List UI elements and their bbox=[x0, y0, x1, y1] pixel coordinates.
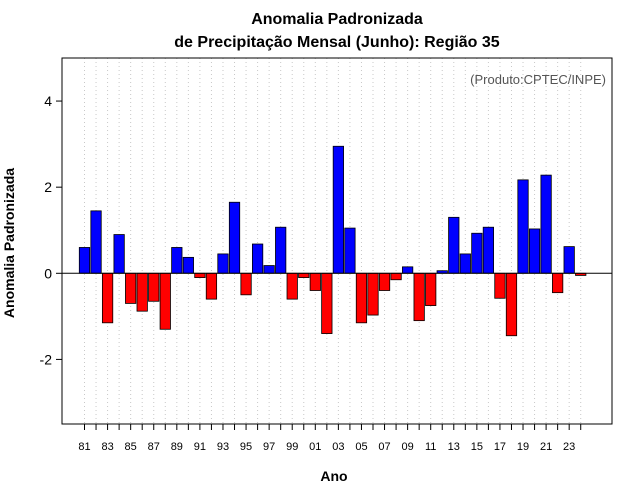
bar-1993 bbox=[217, 253, 229, 274]
x-tick-label: 01 bbox=[309, 441, 321, 453]
bar-2006 bbox=[367, 272, 379, 316]
y-tick-label: 4 bbox=[44, 93, 52, 109]
chart-title-line1: Anomalia Padronizada bbox=[251, 11, 423, 28]
y-axis: -2 0 2 4 bbox=[40, 93, 62, 367]
bar-1985 bbox=[125, 272, 137, 304]
y-tick-label: 2 bbox=[44, 179, 52, 195]
x-tick-label: 83 bbox=[101, 441, 113, 453]
bar-2015 bbox=[471, 232, 483, 274]
x-tick-label: 89 bbox=[171, 441, 183, 453]
x-tick-label: 93 bbox=[217, 441, 229, 453]
bar-2003 bbox=[332, 145, 344, 274]
x-tick-label: 99 bbox=[286, 441, 298, 453]
bar-1986 bbox=[136, 272, 148, 312]
x-axis-title: Ano bbox=[320, 468, 347, 484]
chart-title-line2: de Precipitação Mensal (Junho): Região 3… bbox=[174, 34, 500, 51]
bar-2019 bbox=[517, 179, 529, 274]
y-tick-label: 0 bbox=[44, 265, 52, 281]
bar-1982 bbox=[90, 210, 102, 274]
x-tick-label: 17 bbox=[494, 441, 506, 453]
x-tick-label: 11 bbox=[425, 441, 436, 453]
bar-2010 bbox=[413, 272, 425, 322]
x-tick-label: 23 bbox=[563, 441, 575, 453]
x-tick-label: 21 bbox=[540, 441, 552, 453]
bar-2016 bbox=[482, 226, 495, 274]
bar-2008 bbox=[390, 272, 402, 281]
bar-1984 bbox=[113, 234, 125, 274]
bar-1983 bbox=[101, 272, 114, 324]
bar-2023 bbox=[563, 246, 575, 274]
bar-1997 bbox=[263, 265, 275, 274]
bar-2005 bbox=[355, 272, 368, 324]
bar-2020 bbox=[528, 228, 541, 274]
x-tick-label: 85 bbox=[125, 441, 137, 453]
bar-1996 bbox=[251, 243, 264, 274]
bar-1998 bbox=[275, 226, 287, 274]
bar-2004 bbox=[344, 227, 356, 274]
x-axis: 81 83 85 87 89 91 93 95 97 99 01 03 05 07 09 11 13 15 17 19… bbox=[78, 424, 582, 453]
bar-2011 bbox=[425, 272, 437, 306]
x-tick-label: 19 bbox=[517, 441, 529, 453]
y-axis-title: Anomalia Padronizada bbox=[1, 168, 17, 318]
x-tick-label: 81 bbox=[78, 441, 90, 453]
bar-2018 bbox=[505, 272, 518, 337]
credit-label: (Produto:CPTEC/INPE) bbox=[470, 72, 606, 87]
bar-2014 bbox=[459, 253, 471, 274]
bars bbox=[78, 145, 587, 337]
bar-2001 bbox=[309, 272, 321, 291]
x-tick-label: 95 bbox=[240, 441, 252, 453]
bar-1990 bbox=[182, 256, 194, 274]
bar-1988 bbox=[159, 272, 171, 330]
bar-2009 bbox=[402, 266, 414, 274]
bar-2021 bbox=[540, 174, 552, 274]
bar-1995 bbox=[240, 272, 252, 296]
x-tick-label: 87 bbox=[148, 441, 160, 453]
bar-1994 bbox=[228, 201, 241, 274]
x-tick-label: 97 bbox=[263, 441, 275, 453]
bar-1989 bbox=[171, 247, 183, 274]
bar-1999 bbox=[286, 272, 298, 300]
y-tick-label: -2 bbox=[40, 351, 53, 367]
bar-1987 bbox=[148, 272, 160, 302]
x-tick-label: 13 bbox=[448, 441, 460, 453]
bar-1981 bbox=[78, 247, 91, 274]
x-tick-label: 91 bbox=[194, 441, 206, 453]
x-tick-label: 15 bbox=[471, 441, 483, 453]
x-tick-label: 05 bbox=[355, 441, 367, 453]
x-tick-label: 07 bbox=[378, 441, 390, 453]
plot-frame bbox=[61, 57, 613, 425]
bar-2013 bbox=[448, 216, 460, 274]
x-tick-label: 03 bbox=[332, 441, 344, 453]
bar-2017 bbox=[494, 272, 506, 299]
bar-2022 bbox=[552, 272, 564, 294]
bar-2007 bbox=[378, 272, 391, 291]
bar-1992 bbox=[205, 272, 218, 300]
bar-2000 bbox=[298, 272, 310, 279]
x-tick-label: 09 bbox=[401, 441, 413, 453]
grid-lines bbox=[84, 58, 582, 424]
bar-1991 bbox=[194, 272, 206, 279]
bar-2002 bbox=[321, 272, 333, 334]
